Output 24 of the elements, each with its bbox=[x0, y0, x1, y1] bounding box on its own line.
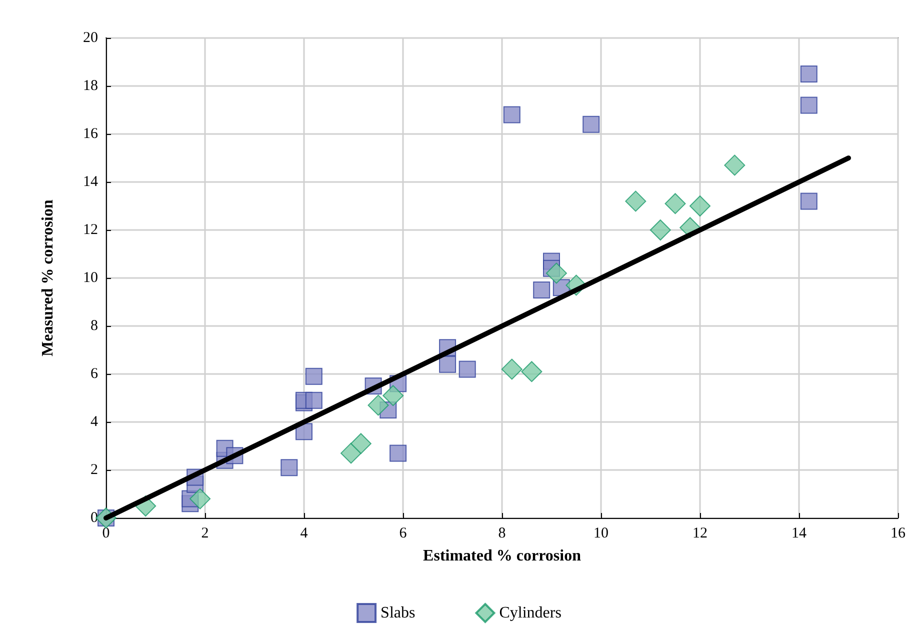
x-tick-label: 2 bbox=[201, 526, 209, 542]
x-tick-label: 12 bbox=[692, 526, 708, 542]
x-tick-label: 6 bbox=[399, 526, 408, 542]
legend-label: Cylinders bbox=[499, 604, 562, 622]
x-tick-label: 16 bbox=[890, 526, 906, 542]
x-tick-label: 14 bbox=[792, 526, 807, 542]
y-axis-title: Measured % corrosion bbox=[40, 200, 56, 356]
y-tick-label: 18 bbox=[83, 78, 98, 94]
x-tick-label: 4 bbox=[300, 526, 308, 542]
y-tick-label: 16 bbox=[83, 126, 98, 142]
x-tick-label: 0 bbox=[102, 526, 110, 542]
x-tick-label: 10 bbox=[594, 526, 608, 542]
x-axis-title: Estimated % corrosion bbox=[423, 548, 582, 564]
y-tick-label: 6 bbox=[90, 366, 98, 382]
x-tick-label: 8 bbox=[498, 526, 506, 542]
y-tick-label: 0 bbox=[90, 510, 98, 526]
y-tick-label: 2 bbox=[90, 462, 98, 478]
y-tick-label: 12 bbox=[83, 222, 98, 238]
y-tick-label: 10 bbox=[83, 270, 98, 286]
y-tick-label: 4 bbox=[90, 414, 98, 430]
y-tick-label: 14 bbox=[83, 174, 98, 190]
y-tick-label: 20 bbox=[83, 30, 98, 46]
legend-label: Slabs bbox=[380, 604, 416, 622]
y-tick-label: 8 bbox=[90, 318, 98, 334]
